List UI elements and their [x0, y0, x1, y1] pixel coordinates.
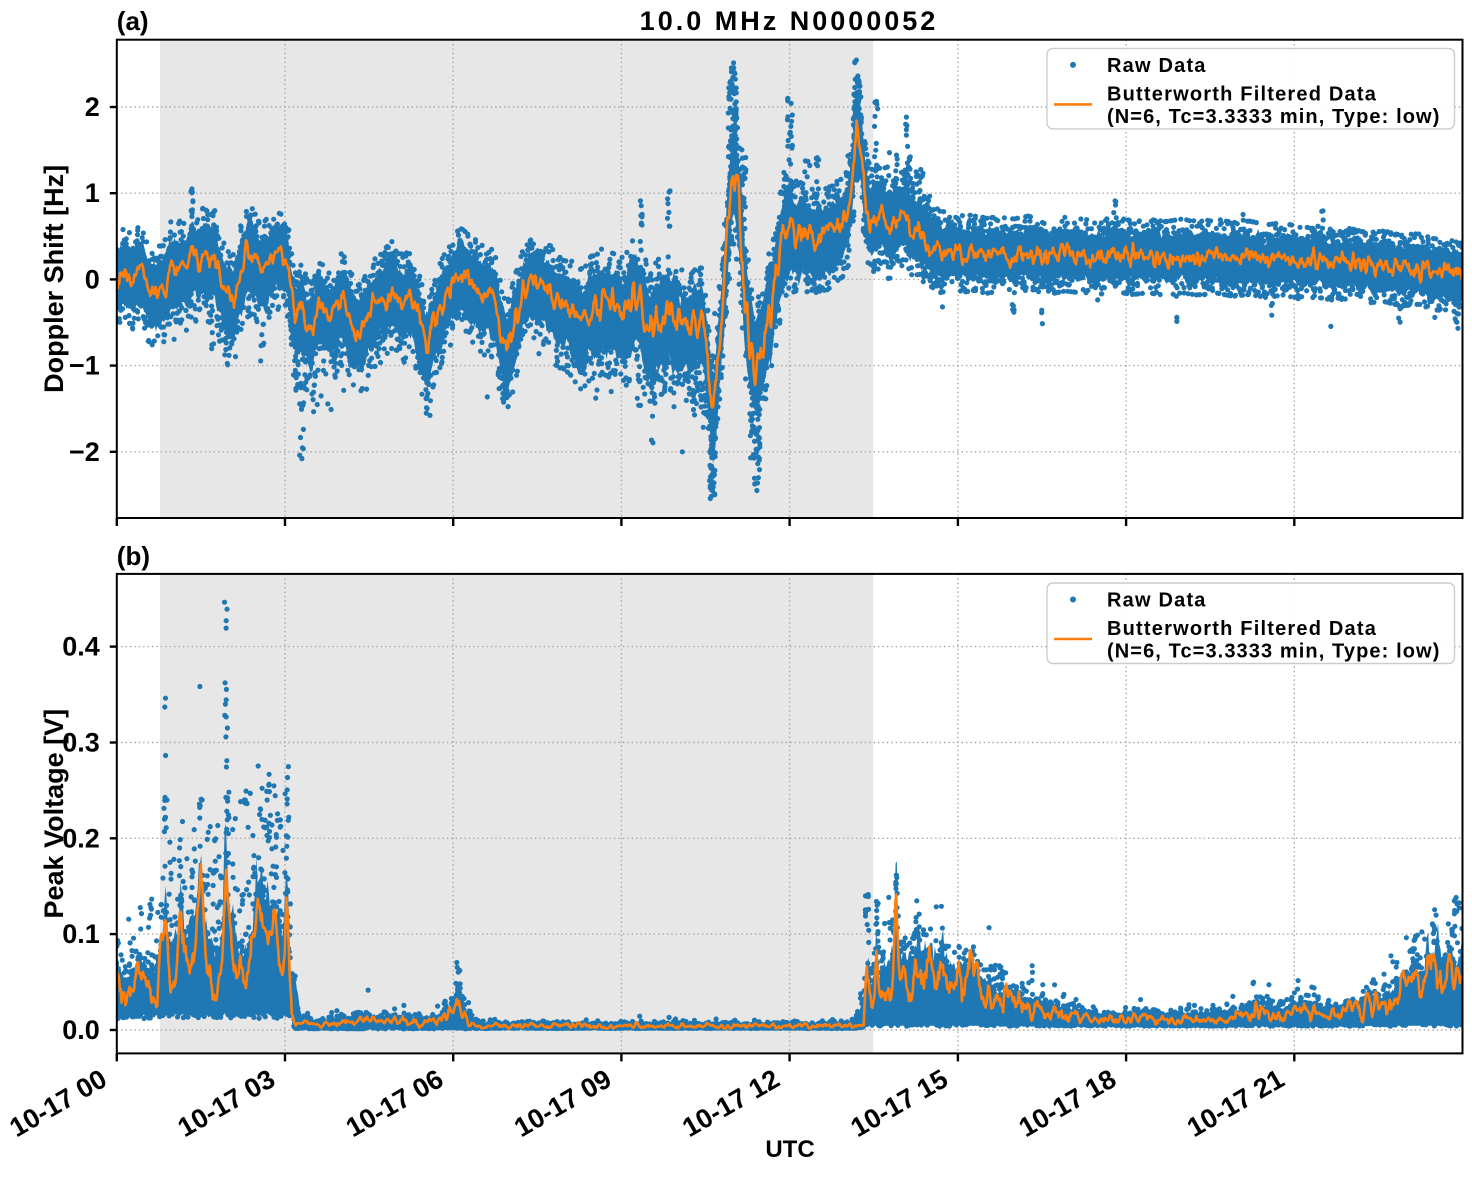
svg-text:(N=6, Tc=3.3333 min, Type: low: (N=6, Tc=3.3333 min, Type: low) [1107, 641, 1440, 663]
svg-text:Butterworth Filtered Data: Butterworth Filtered Data [1107, 83, 1377, 105]
svg-text:(a): (a) [117, 6, 149, 36]
svg-text:0.4: 0.4 [62, 632, 100, 662]
svg-text:0: 0 [85, 264, 100, 294]
svg-text:0.1: 0.1 [62, 919, 100, 949]
svg-text:Raw Data: Raw Data [1107, 55, 1207, 77]
svg-text:2: 2 [85, 92, 100, 122]
svg-text:0.3: 0.3 [62, 728, 100, 758]
svg-text:10.0 MHz N0000052: 10.0 MHz N0000052 [640, 6, 939, 36]
svg-text:0.0: 0.0 [62, 1015, 100, 1045]
svg-text:Butterworth Filtered Data: Butterworth Filtered Data [1107, 618, 1377, 640]
svg-text:(b): (b) [117, 541, 150, 571]
svg-text:Peak Voltage [V]: Peak Voltage [V] [39, 709, 69, 919]
svg-text:Raw Data: Raw Data [1107, 590, 1207, 612]
svg-text:(N=6, Tc=3.3333 min, Type: low: (N=6, Tc=3.3333 min, Type: low) [1107, 106, 1440, 128]
svg-text:Doppler Shift [Hz]: Doppler Shift [Hz] [39, 165, 69, 393]
svg-text:1: 1 [85, 178, 100, 208]
svg-text:0.2: 0.2 [62, 823, 100, 853]
svg-text:UTC: UTC [765, 1136, 814, 1163]
svg-text:−2: −2 [69, 437, 100, 467]
svg-text:−1: −1 [69, 351, 100, 381]
